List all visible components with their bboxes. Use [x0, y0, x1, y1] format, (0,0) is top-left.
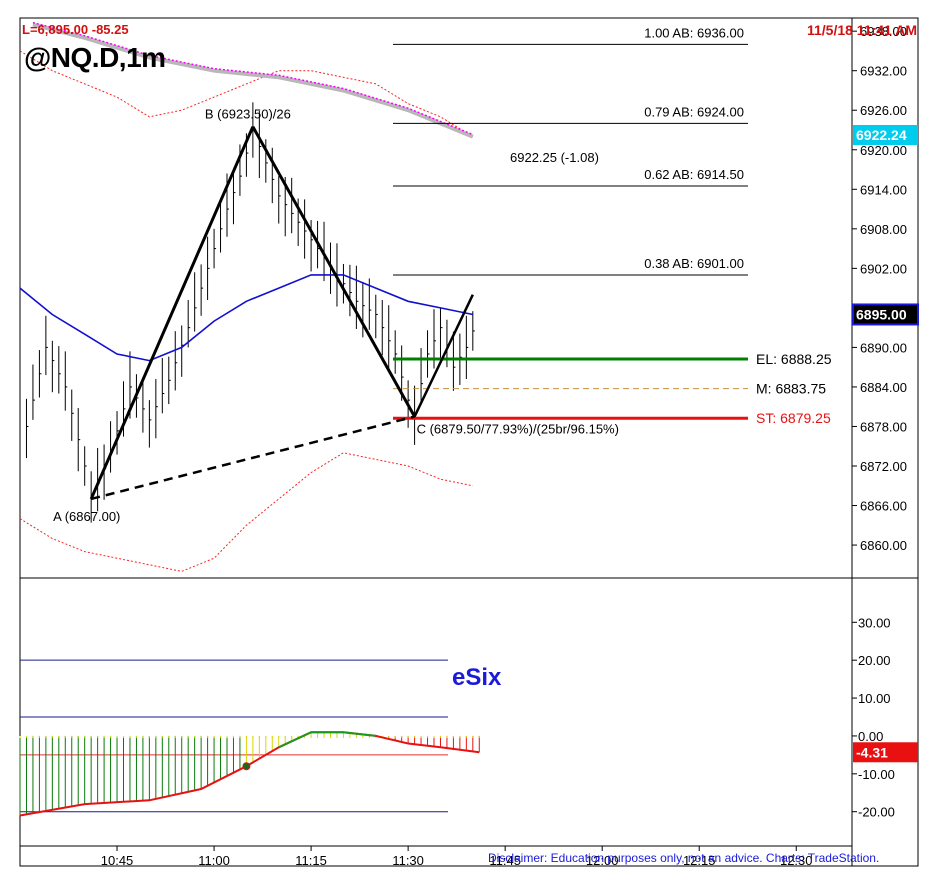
- price-axis-label: 6860.00: [860, 538, 907, 553]
- indicator-cross-dot: [242, 762, 251, 771]
- projection-label: 6922.25 (-1.08): [510, 150, 599, 165]
- time-axis-label: 12:00: [586, 853, 619, 868]
- symbol-title: @NQ.D,1m: [24, 42, 166, 73]
- fib-level-label: 0.38 AB: 6901.00: [644, 256, 744, 271]
- price-axis-label: 6872.00: [860, 459, 907, 474]
- stop-level-label: ST: 6879.25: [756, 410, 831, 426]
- time-axis-label: 10:45: [101, 853, 134, 868]
- indicator-axis-label: 0.00: [858, 729, 883, 744]
- price-axis-label: 6902.00: [860, 261, 907, 276]
- current-price-tag-text: 6895.00: [856, 306, 907, 322]
- price-axis-label: 6866.00: [860, 499, 907, 514]
- point-a-label: A (6867.00): [53, 509, 120, 524]
- indicator-axis-label: -10.00: [858, 767, 895, 782]
- price-axis-label: 6890.00: [860, 340, 907, 355]
- pattern-leg-bc: [251, 125, 416, 418]
- ma-value-tag-text: 6922.24: [856, 127, 907, 143]
- indicator-axis-label: 20.00: [858, 653, 891, 668]
- price-axis-label: 6914.00: [860, 182, 907, 197]
- fib-level-label: 0.62 AB: 6914.50: [644, 167, 744, 182]
- price-axis-label: 6920.00: [860, 143, 907, 158]
- point-b-label: B (6923.50)/26: [205, 107, 291, 122]
- time-axis-label: 11:45: [489, 853, 521, 868]
- fib-level-label: 0.79 AB: 6924.00: [644, 104, 744, 119]
- gray-ma-line: [32, 22, 474, 139]
- price-axis-label: 6932.00: [860, 64, 907, 79]
- indicator-axis-label: 10.00: [858, 691, 891, 706]
- lower-band-line: [19, 452, 473, 572]
- datetime-label: 11/5/18 11:41 AM: [806, 22, 917, 38]
- pattern-leg-ab: [89, 126, 255, 500]
- time-axis-label: 12:15: [683, 853, 716, 868]
- entry-level-label: EL: 6888.25: [756, 351, 832, 367]
- time-axis-label: 11:15: [295, 853, 327, 868]
- last-price-label: L=6,895.00 -85.25: [22, 22, 129, 37]
- time-axis-label: 12:30: [780, 853, 813, 868]
- time-axis-label: 11:30: [392, 853, 424, 868]
- blue-ma-line: [19, 274, 473, 362]
- indicator-value-tag-text: -4.31: [856, 744, 888, 760]
- indicator-axis-label: 30.00: [858, 615, 891, 630]
- mid-level-label: M: 6883.75: [756, 381, 826, 397]
- magenta-ma-line: [32, 21, 474, 136]
- price-axis-label: 6926.00: [860, 103, 907, 118]
- price-axis-label: 6938.00: [860, 24, 907, 39]
- ma-value-tag-box: [853, 125, 918, 146]
- indicator-axis-label: -20.00: [858, 805, 895, 820]
- upper-band-line: [19, 50, 474, 138]
- time-axis-label: 11:00: [198, 853, 230, 868]
- pattern-ac-dashed: [90, 415, 415, 501]
- chart-frame: [19, 17, 919, 867]
- disclaimer-text: Disclaimer: Education purposes only, not…: [488, 851, 880, 865]
- price-axis-label: 6878.00: [860, 419, 907, 434]
- point-c-label: C (6879.50/77.93%)/(25br/96.15%): [417, 422, 619, 437]
- fib-level-label: 1.00 AB: 6936.00: [644, 25, 744, 40]
- indicator-signal-positive: [278, 731, 376, 749]
- indicator-name: eSix: [452, 664, 502, 691]
- current-price-tag-box: [852, 303, 919, 326]
- indicator-value-tag-box: [853, 742, 918, 763]
- price-axis-label: 6884.00: [860, 380, 907, 395]
- pattern-leg-cd: [413, 294, 474, 418]
- price-axis-label: 6908.00: [860, 222, 907, 237]
